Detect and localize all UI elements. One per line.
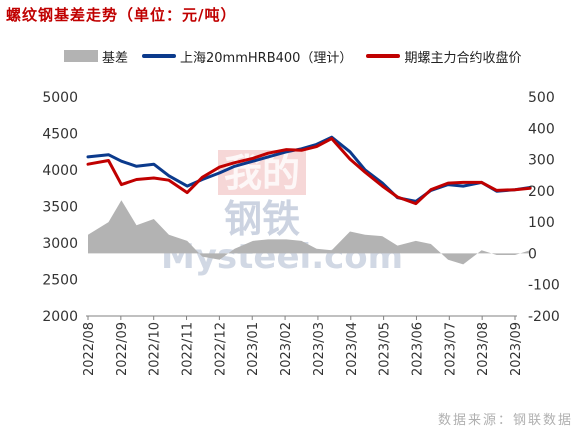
chart-title: 螺纹钢基差走势（单位：元/吨） <box>6 6 237 24</box>
basis-area-layer <box>88 200 531 265</box>
data-source-note: 数据来源：钢联数据 <box>437 413 573 428</box>
y-right-tick-label: 500 <box>528 90 555 106</box>
legend-label-basis: 基差 <box>102 50 129 66</box>
y-right-tick-label: 300 <box>528 153 555 169</box>
x-tick-label: 2023/02 <box>279 322 294 376</box>
x-tick-label: 2023/04 <box>345 322 360 376</box>
x-tick-label: 2023/09 <box>509 322 524 376</box>
legend-label-shanghai-rebar: 上海20mmHRB400（理计） <box>180 50 353 66</box>
legend-item-shanghai-rebar: 上海20mmHRB400（理计） <box>142 47 352 66</box>
price-lines-layer <box>86 135 532 206</box>
watermark-mark-bottom: 钢铁 <box>224 197 300 241</box>
axes-layer: 5000450040003500300025002000500400300200… <box>42 90 559 376</box>
y-left-tick-label: 3000 <box>42 236 78 252</box>
x-tick-label: 2023/08 <box>476 322 491 376</box>
x-tick-label: 2023/05 <box>378 322 393 376</box>
x-tick-label: 2022/11 <box>181 322 196 376</box>
y-left-tick-label: 4500 <box>42 127 78 143</box>
x-tick-label: 2023/07 <box>443 322 458 376</box>
y-right-tick-label: -100 <box>528 278 560 294</box>
y-right-tick-label: -200 <box>528 309 560 325</box>
legend-item-basis: 基差 <box>64 47 128 66</box>
x-tick-label: 2023/01 <box>246 322 261 376</box>
x-tick-label: 2023/03 <box>312 322 327 376</box>
y-left-tick-label: 4000 <box>42 163 78 179</box>
x-tick-label: 2022/12 <box>213 322 228 376</box>
y-left-tick-label: 5000 <box>42 90 78 106</box>
y-right-tick-label: 200 <box>528 184 555 200</box>
y-left-tick-label: 2000 <box>42 309 78 325</box>
y-left-tick-label: 3500 <box>42 200 78 216</box>
series-basis-area <box>88 200 531 265</box>
y-left-tick-label: 2500 <box>42 273 78 289</box>
legend-swatch-futures-close <box>366 54 401 58</box>
y-right-tick-label: 400 <box>528 121 555 137</box>
legend-swatch-basis <box>64 50 98 62</box>
y-right-tick-label: 100 <box>528 215 555 231</box>
legend-item-futures-close: 期螺主力合约收盘价 <box>366 47 521 66</box>
y-right-tick-label: 0 <box>528 246 537 262</box>
series-futures-close-line <box>86 137 532 206</box>
x-tick-label: 2023/06 <box>410 322 425 376</box>
x-tick-label: 2022/08 <box>82 322 97 376</box>
legend-label-futures-close: 期螺主力合约收盘价 <box>404 50 522 66</box>
series-shanghai-rebar-line <box>86 135 532 203</box>
legend-swatch-shanghai-rebar <box>142 54 177 58</box>
x-tick-label: 2022/10 <box>148 322 163 376</box>
x-tick-label: 2022/09 <box>115 322 130 376</box>
legend: 基差 上海20mmHRB400（理计） 期螺主力合约收盘价 <box>64 47 535 66</box>
